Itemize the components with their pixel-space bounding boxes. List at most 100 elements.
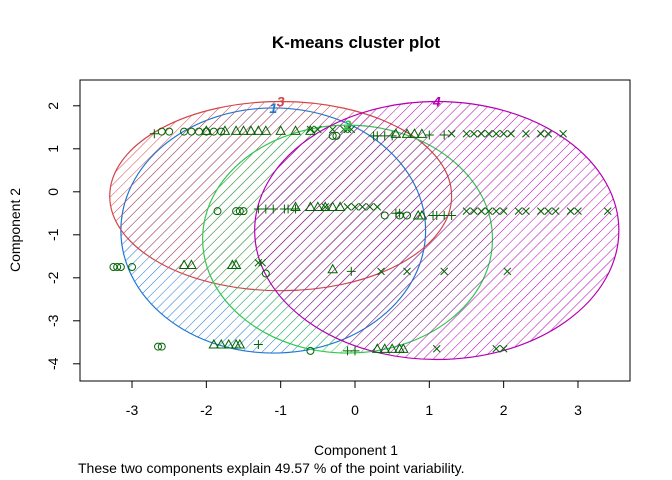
point-cluster-3 (230, 125, 242, 135)
point-cluster-4 (499, 344, 508, 353)
point-cluster-4 (492, 207, 501, 216)
point-cluster-4 (514, 207, 523, 216)
point-cluster-3 (416, 209, 428, 220)
point-cluster-4 (339, 125, 348, 134)
point-cluster-3 (319, 201, 331, 211)
x-tick-label: 3 (574, 402, 582, 418)
point-cluster-4 (343, 125, 352, 134)
point-cluster-4 (544, 129, 553, 138)
point-cluster-3 (397, 343, 409, 353)
point-cluster-2 (268, 204, 278, 214)
cluster-label-1: 1 (269, 100, 277, 116)
point-cluster-1 (380, 211, 389, 220)
point-cluster-1 (403, 211, 412, 220)
point-cluster-2 (447, 210, 457, 220)
point-cluster-4 (503, 267, 512, 276)
x-tick-label: -2 (200, 402, 213, 418)
chart-title: K-means cluster plot (272, 33, 440, 52)
point-cluster-4 (470, 207, 478, 216)
point-cluster-4 (403, 267, 411, 276)
point-cluster-4 (559, 129, 567, 138)
point-cluster-3 (260, 125, 272, 135)
cluster-label-4: 4 (432, 94, 441, 110)
point-cluster-1 (217, 127, 226, 136)
point-cluster-4 (377, 267, 385, 276)
point-cluster-3 (223, 338, 234, 349)
point-cluster-1 (113, 263, 122, 272)
point-cluster-4 (366, 202, 374, 211)
y-tick-label: 1 (45, 145, 61, 153)
point-cluster-1 (128, 263, 137, 272)
point-cluster-1 (213, 207, 222, 216)
point-cluster-3 (234, 338, 246, 349)
point-cluster-1 (306, 346, 315, 355)
y-tick-label: -4 (45, 357, 61, 370)
point-cluster-3 (386, 343, 398, 353)
point-cluster-4 (328, 125, 337, 134)
point-cluster-4 (462, 207, 471, 216)
point-cluster-4 (254, 258, 263, 267)
point-cluster-2 (350, 346, 360, 356)
cluster-label-2: 2 (343, 117, 352, 133)
point-cluster-2 (253, 339, 263, 349)
variability-caption: These two components explain 49.57 % of … (78, 460, 465, 476)
point-cluster-4 (432, 344, 441, 353)
point-cluster-2 (291, 204, 301, 214)
cluster-label-3: 3 (277, 94, 285, 110)
x-tick-label: 0 (351, 402, 359, 418)
point-cluster-3 (215, 338, 227, 349)
x-tick-label: -3 (126, 402, 139, 418)
point-cluster-3 (416, 128, 428, 138)
point-cluster-1 (116, 263, 125, 272)
point-cluster-3 (379, 343, 391, 353)
point-cluster-4 (440, 267, 449, 276)
point-cluster-4 (507, 129, 515, 138)
data-points (109, 125, 612, 356)
point-cluster-4 (477, 207, 486, 216)
point-cluster-4 (373, 202, 382, 211)
point-cluster-3 (312, 201, 324, 211)
y-axis-label: Component 2 (7, 188, 23, 272)
y-tick-label: -2 (45, 271, 61, 284)
y-tick-label: 2 (45, 102, 61, 110)
point-cluster-3 (201, 125, 212, 135)
point-cluster-3 (390, 128, 402, 138)
point-cluster-4 (536, 129, 545, 138)
point-cluster-3 (230, 259, 242, 269)
point-cluster-3 (178, 259, 190, 269)
point-cluster-4 (522, 207, 530, 216)
point-cluster-3 (290, 125, 301, 135)
point-cluster-3 (409, 128, 420, 138)
point-cluster-4 (470, 129, 478, 138)
point-cluster-3 (327, 263, 339, 274)
point-cluster-1 (165, 127, 174, 136)
point-cluster-3 (219, 125, 231, 135)
point-cluster-4 (258, 258, 266, 267)
x-tick-label: 2 (500, 402, 508, 418)
point-cluster-4 (551, 207, 560, 216)
point-cluster-4 (484, 207, 493, 216)
point-cluster-3 (305, 125, 316, 135)
y-tick-label: 0 (45, 188, 61, 196)
point-cluster-4 (603, 207, 612, 216)
y-tick-label: -1 (45, 228, 61, 241)
cluster-ellipse-4 (254, 100, 620, 361)
point-cluster-4 (321, 202, 330, 211)
point-cluster-4 (313, 125, 322, 134)
point-cluster-2 (387, 131, 397, 141)
point-cluster-2 (439, 130, 449, 140)
point-cluster-1 (332, 131, 341, 140)
point-cluster-2 (395, 208, 405, 218)
point-cluster-4 (499, 129, 508, 138)
point-cluster-4 (358, 202, 367, 211)
point-cluster-3 (401, 128, 413, 138)
point-cluster-4 (343, 202, 352, 211)
point-cluster-3 (371, 343, 383, 353)
point-cluster-4 (347, 125, 356, 134)
point-cluster-3 (327, 201, 339, 211)
point-cluster-1 (261, 269, 270, 278)
point-cluster-2 (424, 130, 434, 140)
point-cluster-3 (253, 125, 264, 135)
point-cluster-1 (154, 342, 163, 351)
